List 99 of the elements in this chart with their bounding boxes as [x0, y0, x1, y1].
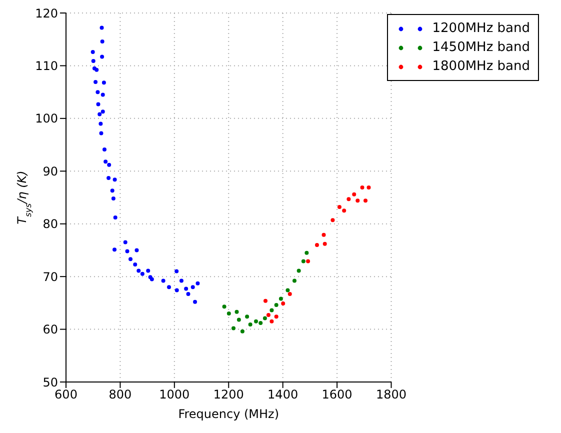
legend-label: 1200MHz band: [432, 20, 530, 38]
point: [179, 278, 184, 283]
point: [110, 188, 114, 193]
point: [100, 92, 105, 97]
x-tick-label: 1400: [268, 388, 298, 402]
point: [352, 192, 356, 196]
point: [234, 310, 239, 314]
point: [337, 204, 342, 209]
x-tick-label: 1200: [213, 388, 244, 402]
point: [98, 122, 103, 126]
point: [301, 259, 306, 264]
point: [100, 26, 104, 30]
point: [262, 316, 267, 320]
point: [96, 102, 100, 106]
point: [190, 285, 195, 290]
y-tick-label: 100: [35, 112, 58, 126]
point: [146, 268, 150, 273]
point: [306, 259, 310, 264]
point: [94, 80, 98, 84]
point: [106, 176, 111, 180]
point: [100, 39, 104, 44]
point: [107, 162, 112, 167]
point: [196, 281, 200, 286]
point: [104, 160, 108, 164]
point: [270, 319, 274, 324]
point: [226, 311, 231, 316]
point: [330, 218, 335, 222]
legend-label: 1450MHz band: [432, 39, 530, 57]
y-tick-label: 50: [42, 375, 58, 390]
point: [286, 288, 290, 292]
point: [134, 248, 139, 252]
point: [100, 110, 105, 114]
point: [263, 298, 268, 303]
point: [356, 198, 360, 203]
point: [266, 313, 270, 318]
point: [100, 54, 104, 59]
point: [248, 322, 252, 327]
point: [123, 240, 128, 244]
point: [236, 318, 241, 322]
point: [94, 68, 99, 72]
point: [96, 90, 100, 94]
point: [278, 296, 283, 301]
point: [360, 185, 364, 190]
x-tick-label: 1000: [159, 388, 190, 402]
point: [98, 112, 102, 116]
point: [232, 326, 236, 330]
point: [111, 196, 116, 201]
point: [258, 320, 263, 325]
point: [254, 319, 258, 324]
point: [166, 285, 171, 290]
x-axis-title: Frequency (MHz): [178, 407, 280, 421]
point: [296, 268, 301, 273]
y-tick-label: 70: [42, 270, 58, 284]
point: [113, 216, 118, 220]
point: [112, 178, 117, 182]
point: [102, 80, 106, 85]
point: [274, 314, 278, 319]
point: [99, 131, 104, 136]
point: [133, 262, 138, 266]
point: [102, 148, 106, 152]
point: [240, 329, 244, 334]
point: [90, 50, 95, 54]
point: [136, 268, 141, 273]
point: [140, 272, 144, 276]
point: [342, 208, 346, 213]
point: [270, 308, 274, 312]
point: [186, 292, 190, 296]
point: [288, 292, 292, 296]
y-tick-label: 120: [35, 6, 58, 20]
point: [322, 232, 326, 237]
point: [128, 257, 133, 262]
point: [281, 301, 286, 306]
point: [322, 242, 327, 246]
x-tick-label: 1600: [322, 388, 352, 402]
point: [184, 286, 188, 291]
point: [274, 303, 278, 308]
point: [364, 198, 368, 203]
y-tick-label: 60: [42, 322, 58, 337]
point: [222, 304, 226, 309]
point: [91, 58, 96, 63]
point: [112, 248, 117, 252]
legend-label: 1800MHz band: [432, 58, 530, 76]
x-tick-label: 1800: [376, 388, 407, 402]
point: [366, 185, 371, 190]
point: [193, 300, 198, 304]
point: [174, 288, 179, 292]
point: [245, 314, 250, 319]
point: [314, 242, 319, 247]
y-tick-label: 80: [42, 217, 58, 232]
point: [304, 250, 309, 255]
x-tick-label: 600: [54, 388, 78, 402]
x-tick-label: 800: [108, 388, 132, 402]
point: [346, 197, 351, 202]
point: [292, 278, 296, 283]
point: [125, 249, 130, 254]
y-tick-label: 110: [35, 58, 58, 73]
point: [174, 269, 179, 274]
point: [161, 278, 166, 283]
y-tick-label: 90: [42, 164, 58, 178]
